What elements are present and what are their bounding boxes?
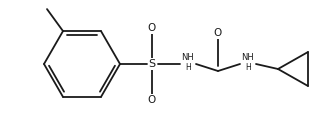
Text: H: H: [245, 63, 251, 72]
Text: O: O: [148, 23, 156, 33]
Text: NH: NH: [182, 52, 194, 61]
Text: NH: NH: [242, 52, 254, 61]
Text: S: S: [148, 59, 156, 69]
Text: O: O: [214, 28, 222, 38]
Text: O: O: [148, 95, 156, 105]
Text: H: H: [185, 63, 191, 72]
